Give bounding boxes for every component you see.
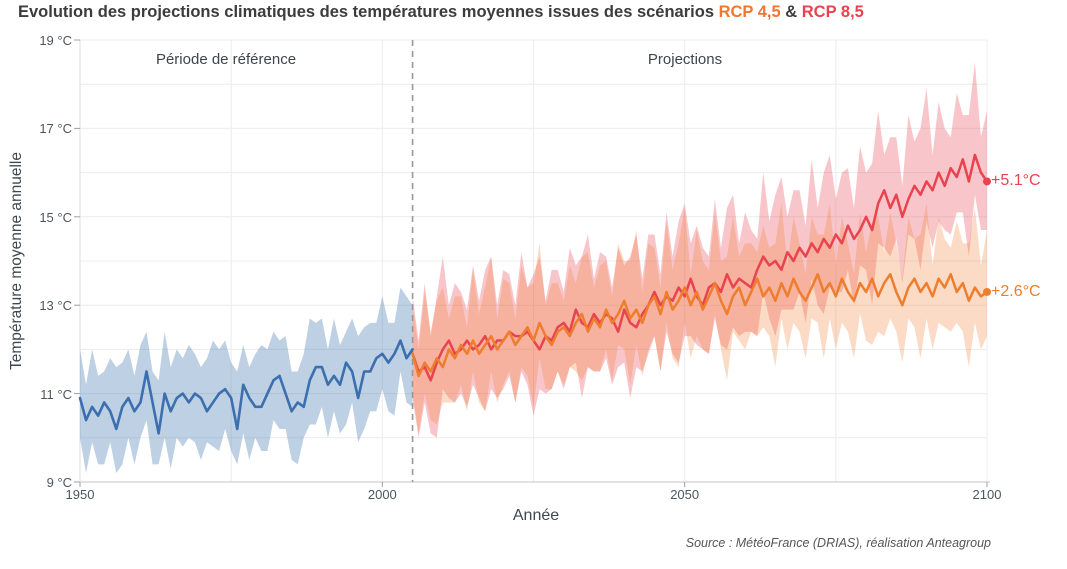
rcp45-band — [412, 203, 988, 434]
rcp85-annotation: +5.1°C — [991, 172, 1041, 190]
reference-line — [78, 339, 414, 435]
x-tick-label: 1950 — [65, 487, 95, 502]
rcp45-end-dot — [983, 287, 991, 296]
source-credit: Source : MétéoFrance (DRIAS), réalisatio… — [685, 536, 991, 550]
chart-title-text: Evolution des projections climatiques de… — [18, 3, 714, 21]
x-axis-title: Année — [512, 507, 560, 524]
rcp85-band — [412, 62, 988, 438]
y-tick-label: 17 °C — [39, 121, 72, 137]
y-tick-label: 13 °C — [39, 298, 72, 314]
rcp45-annotation: +2.6°C — [991, 282, 1041, 300]
chart-title-rcp85: RCP 8,5 — [801, 3, 864, 21]
reference-period-label: Période de référence — [155, 51, 297, 68]
x-tick-label: 2050 — [670, 487, 700, 502]
rcp85-end-dot — [983, 177, 991, 186]
rcp45-line — [411, 273, 989, 378]
chart-title-rcp45: RCP 4,5 — [718, 3, 781, 21]
x-tick-label: 2000 — [367, 487, 397, 502]
x-tick-label: 2100 — [972, 487, 1002, 502]
reference-band — [80, 287, 413, 474]
y-tick-label: 11 °C — [40, 386, 72, 402]
projections-label: Projections — [647, 51, 723, 68]
y-tick-label: 19 °C — [39, 33, 72, 48]
y-axis-title: Température moyenne annuelle — [8, 152, 25, 370]
y-tick-label: 15 °C — [39, 209, 72, 225]
chart-title-ampersand: & — [785, 3, 798, 21]
y-tick-label: 9 °C — [46, 475, 72, 490]
chart-title: Evolution des projections climatiques de… — [18, 3, 864, 22]
